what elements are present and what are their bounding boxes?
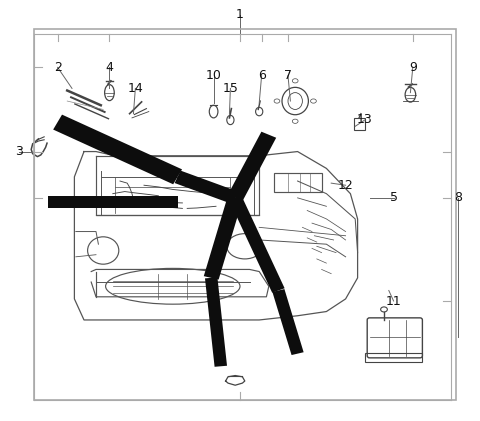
- Text: 5: 5: [390, 192, 397, 204]
- Polygon shape: [205, 277, 227, 367]
- Polygon shape: [272, 289, 304, 355]
- Polygon shape: [204, 196, 242, 280]
- Text: 8: 8: [455, 192, 462, 204]
- Text: 14: 14: [128, 82, 143, 95]
- Text: 13: 13: [357, 114, 372, 126]
- Text: 10: 10: [205, 69, 222, 82]
- Text: 11: 11: [386, 295, 401, 307]
- Bar: [354, 118, 365, 130]
- Text: 1: 1: [236, 8, 244, 21]
- Polygon shape: [228, 132, 276, 201]
- Text: 4: 4: [106, 61, 113, 74]
- Bar: [274, 173, 322, 192]
- Text: 12: 12: [338, 179, 353, 192]
- Polygon shape: [175, 171, 238, 204]
- Polygon shape: [229, 196, 285, 293]
- Bar: [34, 29, 456, 400]
- Text: 15: 15: [222, 82, 239, 95]
- Polygon shape: [53, 115, 182, 184]
- Text: 9: 9: [409, 61, 417, 74]
- Text: 2: 2: [54, 61, 61, 74]
- Bar: [365, 353, 422, 362]
- Polygon shape: [48, 196, 178, 208]
- Text: 7: 7: [284, 69, 292, 82]
- Text: 6: 6: [258, 69, 265, 82]
- Text: 3: 3: [15, 145, 23, 158]
